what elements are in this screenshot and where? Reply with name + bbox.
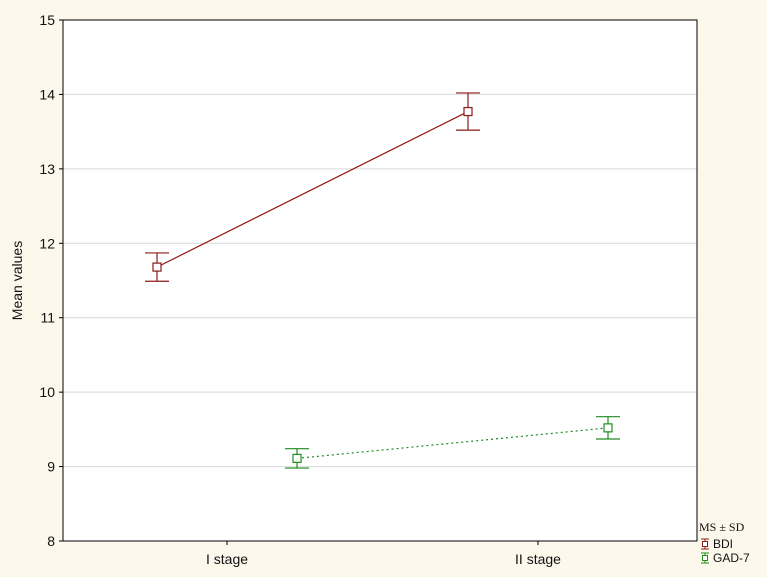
data-point (152, 262, 162, 272)
y-tick-label: 12 (39, 235, 55, 251)
y-tick-label: 13 (39, 161, 55, 177)
series-layer (145, 92, 620, 469)
grid (63, 93, 697, 468)
legend-marker (702, 555, 708, 561)
y-tick-label: 9 (47, 459, 55, 475)
plot-frame (62, 19, 698, 542)
y-tick-label: 15 (39, 12, 55, 28)
plot-area (63, 20, 697, 541)
y-axis: 8 9 10 11 12 13 14 15 (39, 12, 63, 549)
data-point (463, 106, 473, 117)
x-tick-label: II stage (515, 551, 561, 567)
y-tick-label: 11 (40, 310, 55, 326)
series-bdi (145, 92, 480, 282)
series-gad-7 (285, 416, 620, 469)
legend-marker (702, 541, 708, 547)
legend-label: GAD-7 (713, 551, 750, 565)
x-axis: I stage II stage (206, 541, 561, 567)
legend-item: BDI (701, 537, 733, 551)
legend-label: BDI (713, 537, 733, 551)
series-line (296, 427, 609, 459)
y-axis-title: Mean values (9, 241, 25, 320)
legend-item: GAD-7 (701, 551, 750, 565)
x-tick-label: I stage (206, 551, 248, 567)
series-line (156, 111, 469, 268)
y-tick-label: 10 (39, 384, 55, 400)
y-tick-label: 14 (39, 86, 55, 102)
data-point (603, 423, 613, 433)
y-tick-label: 8 (47, 533, 55, 549)
data-point (292, 453, 302, 463)
legend-title: MS ± SD (699, 520, 745, 534)
